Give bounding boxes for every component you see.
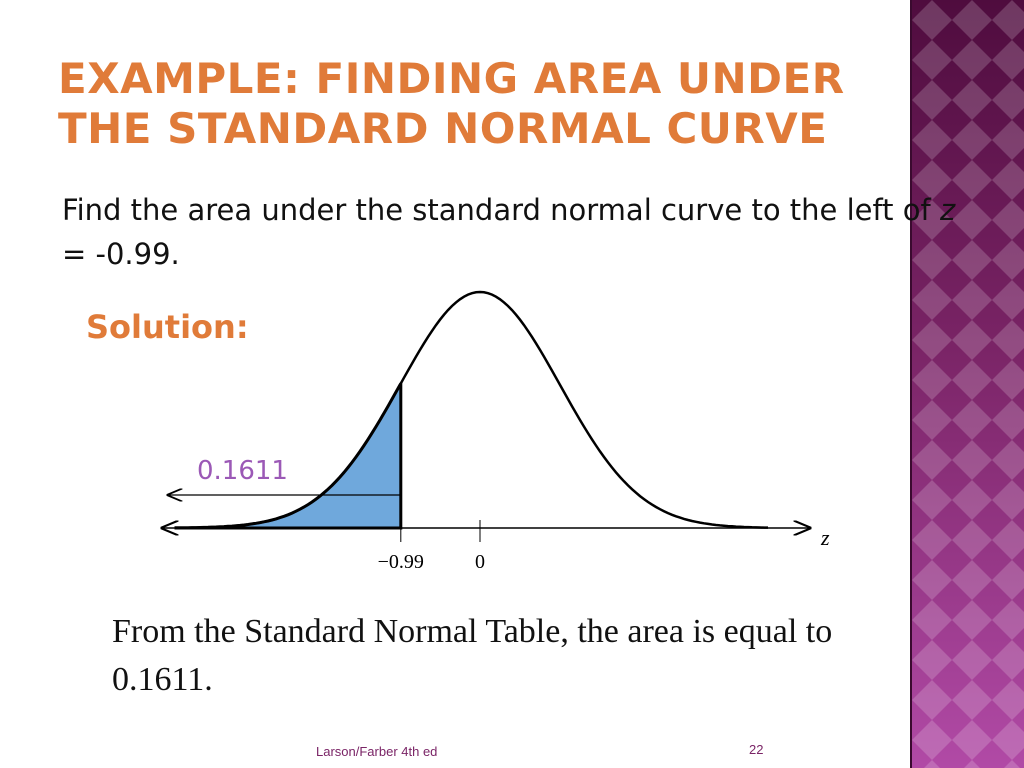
title-line-1: EXAMPLE: FINDING AREA UNDER [58, 54, 845, 103]
page-number: 22 [749, 742, 764, 757]
tick-label-zero: 0 [475, 551, 485, 573]
problem-variable: z [939, 193, 956, 227]
conclusion-text: From the Standard Normal Table, the area… [112, 613, 833, 698]
solution-label: Solution: [86, 308, 249, 346]
normal-curve [176, 290, 768, 530]
area-label: 0.1611 [197, 456, 288, 486]
footer-credit: Larson/Farber 4th ed [316, 744, 438, 759]
title-line-2: THE STANDARD NORMAL CURVE [58, 104, 828, 153]
problem-statement: Find the area under the standard normal … [62, 188, 962, 276]
problem-text-2: = -0.99. [62, 237, 180, 271]
band-edge [910, 0, 913, 768]
decorative-side-band [912, 0, 1024, 768]
slide-title: EXAMPLE: FINDING AREA UNDER THE STANDARD… [58, 54, 898, 154]
problem-text-1: Find the area under the standard normal … [62, 193, 940, 227]
tick-label-neg099: −0.99 [378, 551, 424, 573]
diamond-pattern-icon [912, 0, 1024, 768]
axis-label-z: z [820, 525, 830, 550]
normal-curve-chart: −0.99 0 z 0.1611 [150, 290, 830, 573]
